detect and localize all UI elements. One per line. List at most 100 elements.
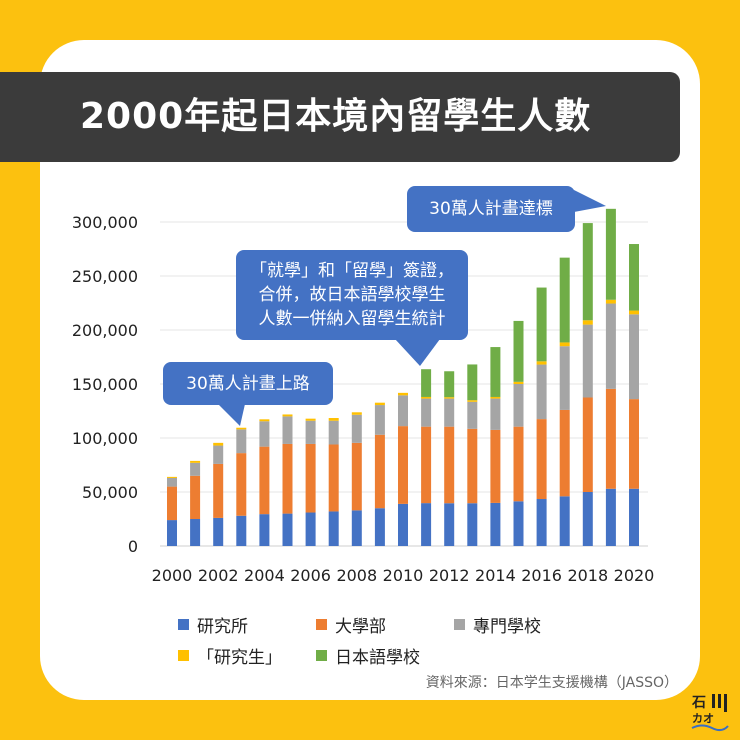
y-tick-label: 0 — [128, 537, 138, 556]
bar-segment — [374, 402, 385, 406]
bar-segment — [467, 503, 478, 546]
bar-segment — [559, 257, 570, 343]
callout-text: 30萬人計畫達標 — [429, 199, 553, 219]
y-tick-label: 200,000 — [72, 321, 138, 340]
bar-segment — [536, 364, 547, 420]
y-tick-label: 100,000 — [72, 429, 138, 448]
bar-segment — [282, 414, 293, 417]
bar-segment — [582, 223, 593, 321]
bar-segment — [444, 397, 455, 399]
bar-segment — [421, 503, 432, 546]
x-tick-label: 2018 — [567, 566, 608, 585]
bar-segment — [629, 399, 639, 489]
bar-segment — [444, 426, 455, 504]
bar-segment — [190, 475, 201, 519]
bar-segment — [605, 208, 616, 300]
x-tick-label: 2012 — [429, 566, 470, 585]
bar-segment — [398, 426, 408, 504]
x-tick-label: 2002 — [198, 566, 239, 585]
bar-segment — [513, 320, 524, 382]
bar-segment — [328, 418, 339, 421]
bar-segment — [351, 510, 362, 546]
bar-segment — [559, 346, 570, 410]
callout-text: 30萬人計畫上路 — [186, 373, 310, 394]
legend-swatch — [316, 619, 327, 630]
bar-segment — [629, 488, 639, 546]
bar-segment — [559, 342, 570, 347]
bar-segment — [605, 488, 616, 546]
y-tick-label: 250,000 — [72, 267, 138, 286]
bar-segment — [305, 420, 316, 444]
bar-segment — [629, 314, 639, 400]
bar-segment — [236, 429, 247, 454]
bar-segment — [282, 513, 293, 546]
callout-plan-achieved: 30萬人計畫達標 — [407, 186, 575, 232]
x-tick-label: 2008 — [336, 566, 377, 585]
bar-segment — [213, 463, 224, 518]
bar-segment — [513, 381, 524, 384]
callout-line: 合併，故日本語學校學生 — [258, 285, 446, 305]
legend-item-vocational: 專門學校 — [454, 612, 541, 637]
bar-segment — [328, 511, 339, 546]
bar-segment — [582, 397, 593, 492]
callout-line: 人數一併納入留學生統計 — [258, 309, 446, 329]
bar-segment — [582, 324, 593, 398]
legend-label: 研究所 — [197, 617, 248, 637]
x-tick-label: 2014 — [475, 566, 516, 585]
bar-segment — [328, 420, 339, 445]
title-bar: 2000年起日本境內留學生人數 — [0, 72, 680, 162]
bar-segment — [259, 419, 270, 422]
bar-segment — [467, 428, 478, 504]
legend-label: 「研究生」 — [197, 648, 282, 668]
bar-segment — [629, 310, 639, 315]
bar-segment — [444, 398, 455, 427]
legend-item-research-student: 「研究生」 — [178, 643, 282, 668]
bar-segment — [305, 512, 316, 546]
bar-segment — [490, 347, 501, 397]
bar-segment — [259, 514, 270, 546]
bar-segment — [282, 443, 293, 514]
legend-item-undergrad: 大學部 — [316, 612, 386, 637]
bar-segment — [444, 371, 455, 398]
bar-segment — [490, 502, 501, 546]
y-tick-label: 50,000 — [82, 483, 138, 502]
bar-segment — [513, 501, 524, 546]
legend-item-graduate: 研究所 — [178, 612, 248, 637]
bar-segment — [351, 442, 362, 511]
bar-segment — [444, 503, 455, 546]
callout-plan-start: 30萬人計畫上路 — [163, 362, 333, 405]
bar-segment — [236, 427, 247, 430]
x-tick-label: 2004 — [244, 566, 285, 585]
bar-segment — [305, 443, 316, 513]
bar-segment — [213, 442, 224, 446]
bar-segment — [559, 496, 570, 546]
bar-segment — [167, 520, 177, 546]
brand-logo: 石 カオ — [688, 690, 732, 734]
bar-segment — [490, 429, 501, 503]
bar-segment — [259, 421, 270, 447]
bar-segment — [236, 515, 247, 546]
legend-label: 專門學校 — [473, 617, 541, 637]
x-tick-label: 2020 — [614, 566, 655, 585]
bar-segment — [351, 414, 362, 443]
source-note: 資料來源：日本学生支援機構（JASSO） — [425, 675, 678, 691]
bar-segment — [259, 446, 270, 515]
bar-segment — [421, 398, 432, 427]
legend-swatch — [178, 619, 189, 630]
y-tick-label: 150,000 — [72, 375, 138, 394]
bar-segment — [490, 398, 501, 430]
callout-line: 「就學」和「留學」簽證， — [250, 261, 454, 281]
bar-segment — [213, 517, 224, 546]
bar-segment — [605, 303, 616, 389]
legend-label: 大學部 — [335, 617, 386, 637]
bar-segment — [490, 396, 501, 399]
bar-segment — [536, 287, 547, 362]
bar-segment — [167, 486, 177, 521]
x-tick-label: 2006 — [290, 566, 331, 585]
bar-segment — [398, 395, 408, 427]
svg-text:カオ: カオ — [692, 712, 714, 725]
legend-item-language-school: 日本語學校 — [316, 643, 420, 668]
callout-visa-merge: 「就學」和「留學」簽證， 合併，故日本語學校學生 人數一併納入留學生統計 — [236, 250, 468, 340]
bar-segment — [374, 508, 385, 546]
bar-segment — [421, 426, 432, 504]
